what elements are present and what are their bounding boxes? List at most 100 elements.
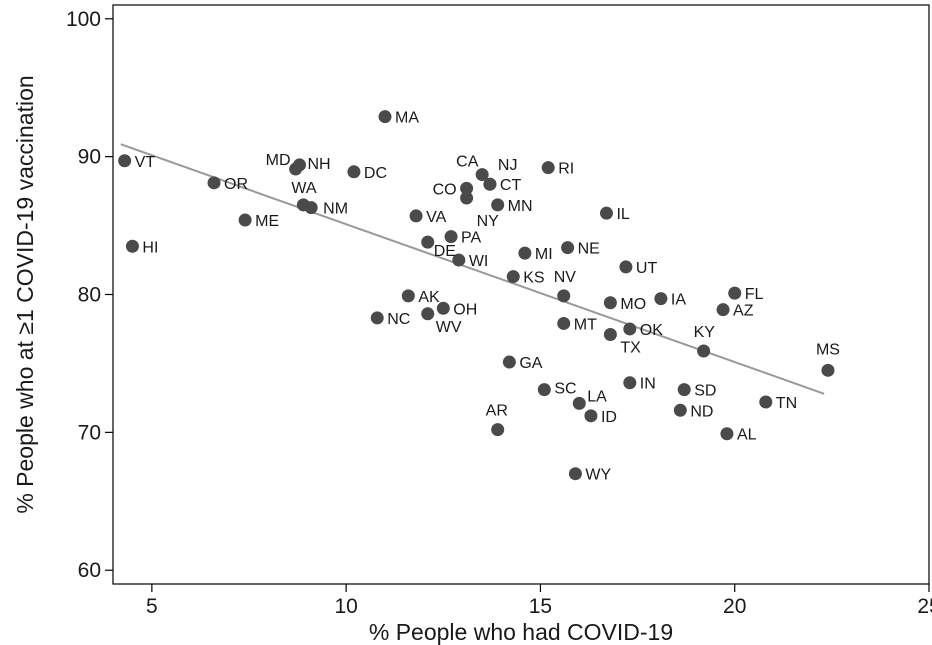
- axes-layer: 5 10 15 20 25 60 70 80 90 100: [66, 8, 932, 618]
- point-label: UT: [636, 260, 658, 277]
- point-label: SC: [554, 381, 576, 398]
- point-label: OK: [640, 322, 663, 339]
- data-point: [568, 467, 582, 481]
- point-label: IL: [616, 206, 629, 223]
- point-label: DC: [364, 165, 387, 182]
- point-label: MN: [508, 198, 533, 215]
- y-tick-label: 60: [78, 559, 101, 582]
- point-label: ND: [690, 403, 713, 420]
- point-label: VA: [426, 209, 446, 226]
- data-point: [506, 270, 520, 284]
- data-point: [238, 213, 252, 227]
- data-point: [118, 154, 132, 168]
- plot-border: [112, 4, 930, 585]
- data-point: [304, 201, 318, 215]
- point-label: AZ: [733, 303, 754, 320]
- point-label: SD: [694, 383, 716, 400]
- point-label: IA: [671, 292, 686, 309]
- point-label: OR: [224, 176, 248, 193]
- data-point: [728, 286, 742, 300]
- data-point: [603, 327, 617, 341]
- data-point: [378, 110, 392, 124]
- point-label: NE: [578, 241, 600, 258]
- point-label: ME: [255, 213, 279, 230]
- data-point: [370, 311, 384, 325]
- point-label: CA: [456, 154, 479, 171]
- point-label: NV: [554, 269, 577, 286]
- point-label: WV: [436, 319, 462, 336]
- data-point: [502, 355, 516, 369]
- data-point: [654, 292, 668, 306]
- data-point: [561, 241, 575, 255]
- point-label: HI: [142, 239, 158, 256]
- data-point: [821, 363, 835, 377]
- y-axis-title: % People who at ≥1 COVID-19 vaccination: [12, 75, 38, 513]
- data-point: [475, 168, 489, 182]
- data-point: [207, 176, 221, 190]
- point-label: MI: [535, 246, 553, 263]
- x-tick-label: 15: [529, 595, 552, 618]
- points-layer: [118, 110, 835, 481]
- point-label: AK: [418, 289, 440, 306]
- data-point: [452, 253, 466, 267]
- data-point: [518, 246, 532, 260]
- data-point: [444, 230, 458, 244]
- y-tick-label: 90: [78, 146, 101, 169]
- data-point: [584, 409, 598, 423]
- data-point: [537, 383, 551, 397]
- x-tick-label: 10: [334, 595, 357, 618]
- data-point: [421, 307, 435, 321]
- point-label: MO: [620, 296, 646, 313]
- point-label: KY: [694, 324, 716, 341]
- x-tick-label: 5: [146, 595, 158, 618]
- data-point: [541, 161, 555, 175]
- point-label: OH: [453, 301, 477, 318]
- point-label: NC: [387, 311, 410, 328]
- point-label: WY: [585, 467, 611, 484]
- data-point: [720, 427, 734, 441]
- data-point: [623, 322, 637, 336]
- data-point: [491, 198, 505, 212]
- point-label: TX: [620, 339, 641, 356]
- data-point: [697, 344, 711, 358]
- data-point: [421, 235, 435, 249]
- point-label: AR: [486, 403, 508, 420]
- point-label: ID: [601, 409, 617, 426]
- data-point: [716, 303, 730, 317]
- x-tick-label: 20: [723, 595, 746, 618]
- point-label: NJ: [498, 157, 518, 174]
- point-label: VT: [135, 154, 156, 171]
- data-point: [623, 376, 637, 390]
- point-label: NH: [308, 156, 331, 173]
- point-label: MS: [816, 341, 840, 358]
- data-point: [759, 395, 773, 409]
- x-axis-title: % People who had COVID-19: [369, 619, 673, 645]
- data-point: [293, 158, 307, 172]
- point-label: WI: [469, 253, 489, 270]
- point-label: CO: [433, 181, 457, 198]
- y-tick-label: 80: [78, 284, 101, 307]
- point-labels-layer: VT HI OR ME MD NH WA NM DC MA VA DE PA WI CO NY CA NJ CT MN…: [135, 110, 840, 484]
- data-point: [125, 239, 139, 253]
- y-tick-label: 70: [78, 421, 101, 444]
- point-label: AL: [737, 427, 757, 444]
- point-label: KS: [523, 270, 544, 287]
- plot-frame: [112, 4, 930, 585]
- data-point: [673, 403, 687, 417]
- point-label: TN: [776, 395, 797, 412]
- data-point: [460, 181, 474, 195]
- point-label: LA: [587, 388, 607, 405]
- data-point: [677, 383, 691, 397]
- data-point: [483, 177, 497, 191]
- data-point: [572, 396, 586, 410]
- point-label: RI: [558, 161, 574, 178]
- point-label: DE: [434, 243, 456, 260]
- point-label: PA: [461, 230, 481, 247]
- point-label: MT: [574, 316, 597, 333]
- point-label: NY: [477, 213, 500, 230]
- x-tick-label: 25: [917, 595, 932, 618]
- data-point: [347, 165, 361, 179]
- data-point: [436, 301, 450, 315]
- data-point: [619, 260, 633, 274]
